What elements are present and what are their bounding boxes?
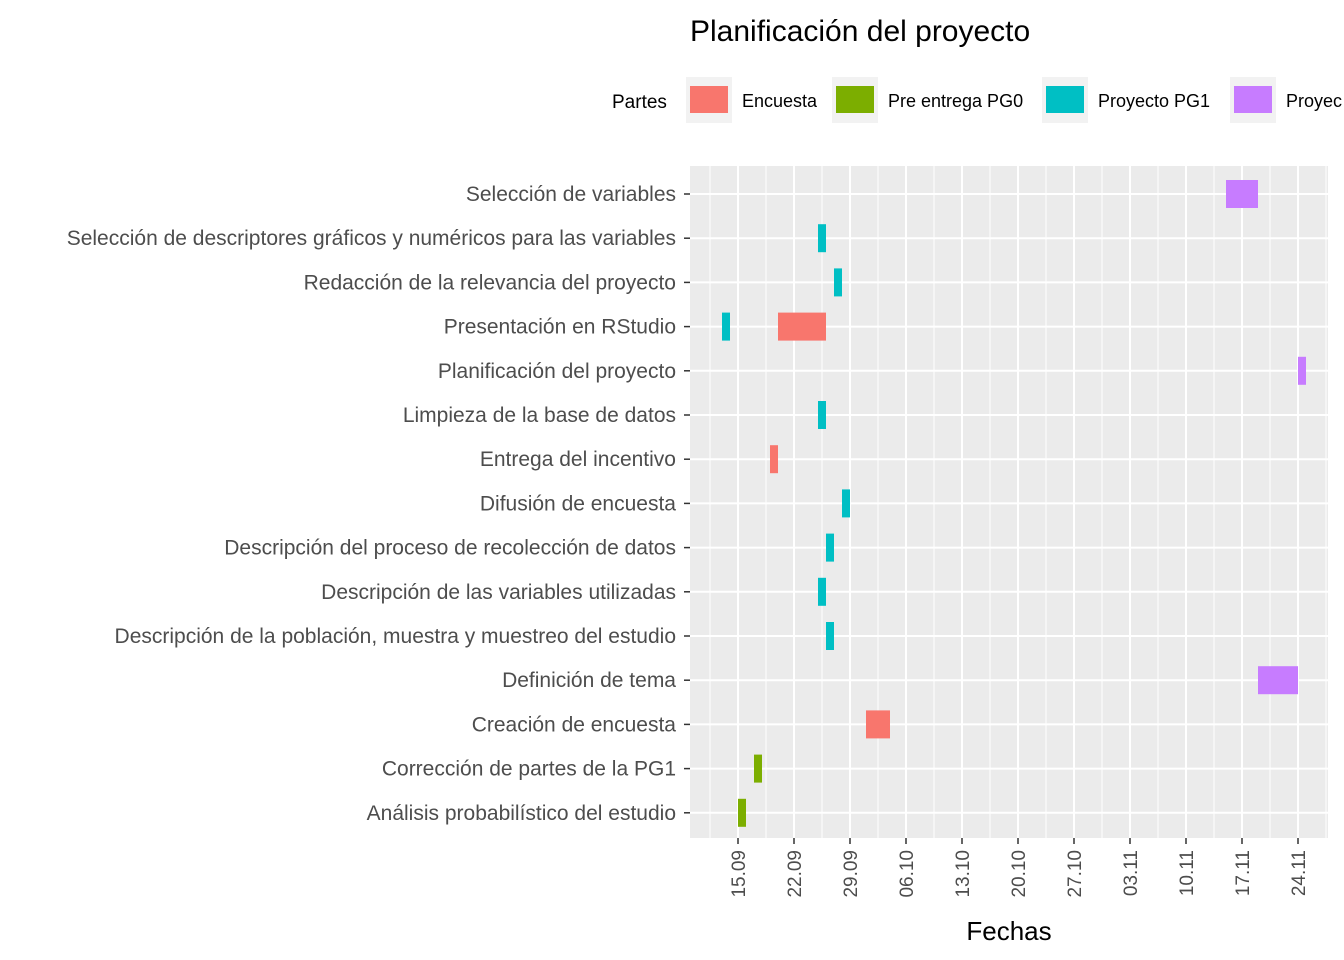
y-tick-label: Descripción del proceso de recolección d… xyxy=(224,537,676,560)
legend-key xyxy=(690,86,728,113)
task-bar xyxy=(818,577,826,606)
task-bar xyxy=(1226,180,1258,208)
x-tick-label: 06.10 xyxy=(897,850,918,898)
legend-key xyxy=(836,86,874,113)
y-tick-label: Selección de descriptores gráficos y num… xyxy=(67,227,676,250)
grid-lines xyxy=(690,166,1328,838)
task-bar xyxy=(1258,666,1298,695)
x-axis-title: Fechas xyxy=(966,916,1051,946)
x-tick-label: 15.09 xyxy=(729,850,750,898)
x-tick-label: 03.11 xyxy=(1121,850,1142,896)
x-tick-label: 13.10 xyxy=(953,850,974,898)
y-tick-label: Selección de variables xyxy=(466,183,676,206)
plot-panel xyxy=(690,166,1328,838)
legend-label: Pre entrega PG0 xyxy=(888,91,1023,111)
y-tick-label: Difusión de encuesta xyxy=(480,492,676,515)
chart-title: Planificación del proyecto xyxy=(690,15,1030,48)
task-bar xyxy=(842,489,850,518)
y-tick-label: Corrección de partes de la PG1 xyxy=(382,758,676,781)
legend-key xyxy=(1046,86,1084,113)
x-axis: 15.09 22.09 29.09 06.10 13.10 20.10 27.10 03.11… xyxy=(729,838,1310,898)
y-tick-label: Análisis probabilístico del estudio xyxy=(367,802,676,825)
y-tick-label: Definición de tema xyxy=(502,669,676,692)
y-tick-label: Descripción de las variables utilizadas xyxy=(321,581,676,604)
x-tick-label: 20.10 xyxy=(1009,850,1030,898)
task-bar xyxy=(770,445,778,474)
task-bar xyxy=(866,710,890,739)
x-tick-label: 24.11 xyxy=(1289,850,1310,896)
task-bar xyxy=(818,401,826,429)
plot-background xyxy=(690,166,1328,838)
task-bar xyxy=(834,268,842,297)
task-bar xyxy=(754,754,762,783)
y-tick-label: Planificación del proyecto xyxy=(438,360,676,383)
y-tick-label: Limpieza de la base de datos xyxy=(403,404,676,427)
legend: Partes Encuesta Pre entrega PG0 Proyecto P… xyxy=(612,77,1342,123)
y-tick-label: Presentación en RStudio xyxy=(444,316,676,339)
task-bar xyxy=(778,312,826,341)
y-tick-label: Creación de encuesta xyxy=(472,713,677,736)
task-bar xyxy=(818,224,826,253)
task-bar xyxy=(722,312,730,341)
y-tick-label: Redacción de la relevancia del proyecto xyxy=(304,271,676,294)
x-tick-label: 17.11 xyxy=(1233,850,1254,896)
x-tick-label: 22.09 xyxy=(785,850,806,898)
task-bar xyxy=(826,533,834,562)
x-tick-label: 29.09 xyxy=(841,850,862,898)
x-tick-label: 10.11 xyxy=(1177,850,1198,896)
task-bar xyxy=(738,798,746,827)
legend-label: Encuesta xyxy=(742,91,818,111)
task-bar xyxy=(1298,356,1306,385)
y-axis: Selección de variables Selección de descr… xyxy=(67,183,690,825)
legend-title: Partes xyxy=(612,92,667,113)
x-tick-label: 27.10 xyxy=(1065,850,1086,898)
task-bar xyxy=(826,622,834,650)
legend-label: Proyec xyxy=(1286,91,1342,111)
legend-label: Proyecto PG1 xyxy=(1098,91,1210,111)
legend-key xyxy=(1234,86,1272,113)
task-bars xyxy=(722,180,1306,827)
y-tick-label: Entrega del incentivo xyxy=(480,448,676,471)
y-tick-label: Descripción de la población, muestra y m… xyxy=(115,625,676,648)
